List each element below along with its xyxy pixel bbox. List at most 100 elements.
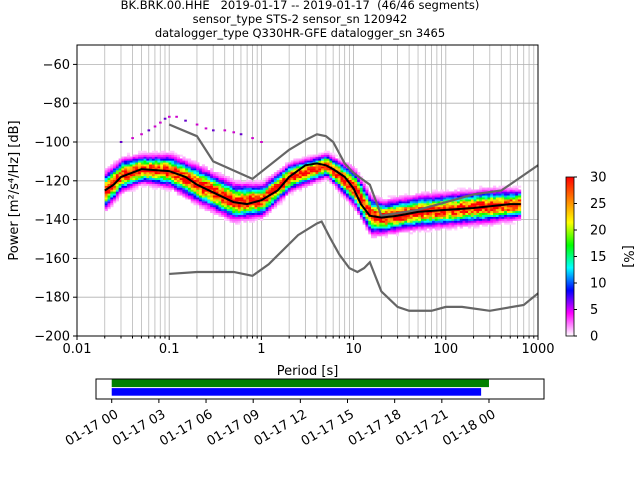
histogram-cell <box>257 185 261 188</box>
histogram-cell <box>481 214 486 217</box>
histogram-cell <box>204 177 208 181</box>
histogram-cell <box>268 197 272 200</box>
histogram-cell <box>273 201 278 204</box>
histogram-cell <box>251 195 255 198</box>
histogram-cell <box>193 179 197 182</box>
histogram-cell <box>199 197 203 200</box>
histogram-cell <box>210 172 214 175</box>
histogram-cell <box>179 170 183 173</box>
histogram-cell <box>418 218 422 221</box>
histogram-cell <box>210 175 214 179</box>
histogram-cell <box>293 164 297 167</box>
histogram-cell <box>373 203 377 206</box>
histogram-cell <box>470 222 475 225</box>
histogram-cell <box>423 201 427 204</box>
y-tick-label: −200 <box>34 330 70 345</box>
histogram-cell <box>146 160 150 163</box>
histogram-cell <box>212 179 217 182</box>
histogram-cell <box>418 206 422 210</box>
histogram-cell <box>451 197 455 200</box>
histogram-cell <box>204 166 208 169</box>
histogram-cell <box>246 189 250 192</box>
histogram-cell <box>115 197 120 200</box>
x-axis-label: Period [s] <box>277 364 339 379</box>
histogram-cell <box>346 181 350 184</box>
timeline-tick-label: 01-17 03 <box>110 407 168 449</box>
histogram-cell <box>517 185 522 188</box>
histogram-cell <box>298 179 303 182</box>
histogram-cell <box>118 193 122 196</box>
histogram-cell <box>196 199 200 202</box>
histogram-cell <box>395 199 400 202</box>
histogram-cell <box>395 203 400 206</box>
histogram-cell <box>165 158 169 161</box>
histogram-cell <box>351 174 355 177</box>
histogram-cell <box>115 164 120 167</box>
histogram-cell <box>426 222 430 225</box>
histogram-cell <box>456 220 461 223</box>
histogram-cell <box>365 203 369 206</box>
histogram-cell <box>224 185 228 188</box>
histogram-cell <box>237 208 242 212</box>
histogram-cell <box>229 203 233 206</box>
histogram-cell <box>179 154 183 157</box>
histogram-cell <box>287 187 291 190</box>
histogram-cell <box>456 191 461 194</box>
histogram-cell <box>470 218 475 221</box>
histogram-cell <box>215 189 219 192</box>
histogram-cell <box>373 216 377 219</box>
histogram-cell <box>423 195 427 198</box>
histogram-cell <box>138 160 142 163</box>
histogram-cell <box>343 195 347 198</box>
histogram-cell <box>432 195 436 198</box>
histogram-cell <box>470 191 475 194</box>
histogram-cell <box>493 216 497 219</box>
histogram-cell <box>279 191 283 194</box>
histogram-cell <box>115 168 120 171</box>
histogram-cell <box>273 175 278 179</box>
histogram-cell <box>354 195 358 198</box>
histogram-cell <box>401 228 405 231</box>
histogram-cell <box>293 177 297 181</box>
histogram-cell <box>312 164 316 167</box>
histogram-cell <box>207 201 211 204</box>
histogram-cell <box>418 228 422 231</box>
histogram-cell <box>407 216 411 219</box>
histogram-cell <box>429 224 433 227</box>
histogram-cell <box>196 162 200 165</box>
histogram-cell <box>498 220 502 223</box>
histogram-cell <box>157 162 161 165</box>
histogram-cell <box>373 210 377 214</box>
histogram-cell <box>218 187 222 190</box>
histogram-cell <box>232 199 236 202</box>
histogram-cell <box>420 218 425 221</box>
histogram-cell <box>382 228 386 231</box>
histogram-cell <box>235 206 239 210</box>
histogram-cell <box>126 166 131 169</box>
histogram-cell <box>107 175 111 179</box>
histogram-cell <box>129 174 133 177</box>
histogram-cell <box>495 197 499 200</box>
histogram-cell <box>218 197 222 200</box>
histogram-cell <box>407 197 411 200</box>
histogram-cell <box>115 199 120 202</box>
histogram-cell <box>357 174 361 177</box>
histogram-cell <box>201 166 205 169</box>
histogram-cell <box>440 216 444 219</box>
histogram-cell <box>509 189 513 192</box>
histogram-cell <box>174 177 178 181</box>
histogram-cell <box>121 191 125 194</box>
histogram-cell <box>395 206 400 210</box>
histogram-cell <box>215 185 219 188</box>
histogram-cell <box>465 193 469 196</box>
histogram-cell <box>271 205 275 208</box>
histogram-cell <box>126 177 131 181</box>
histogram-cell <box>199 179 203 182</box>
histogram-cell <box>248 189 253 192</box>
histogram-cell <box>149 164 153 167</box>
histogram-cell <box>415 195 419 198</box>
histogram-cell <box>185 174 189 177</box>
histogram-cell <box>179 160 183 163</box>
histogram-cell <box>296 175 300 179</box>
histogram-cell <box>176 168 181 171</box>
